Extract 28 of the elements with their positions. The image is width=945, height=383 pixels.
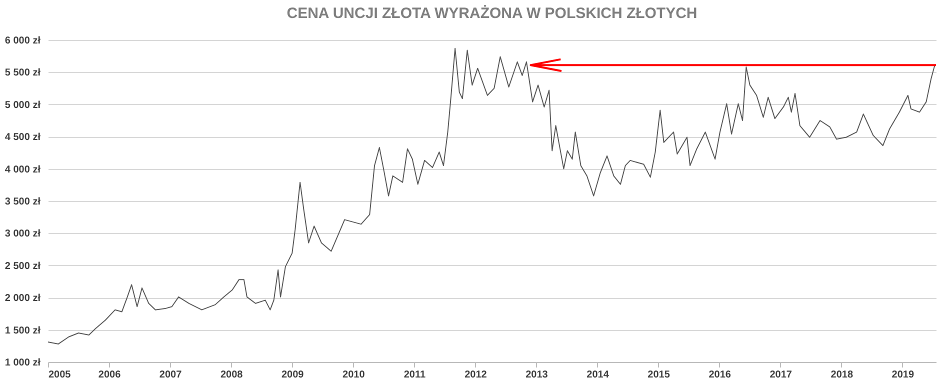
x-tick-label: 2015: [648, 370, 670, 380]
y-tick-label: 4 500 zł: [4, 132, 41, 144]
x-tick-label: 2016: [708, 370, 732, 380]
x-tick-label: 2014: [586, 370, 610, 380]
y-tick-label: 1 000 zł: [4, 358, 41, 368]
x-tick-label: 2005: [48, 370, 72, 380]
x-tick-label: 2017: [770, 370, 792, 380]
y-tick-label: 1 500 zł: [4, 325, 41, 336]
line-series: [48, 48, 936, 344]
y-tick-label: 5 000 zł: [4, 100, 41, 111]
x-tick-label: 2019: [892, 370, 914, 380]
x-tick-label: 2008: [220, 370, 244, 380]
x-tick-label: 2012: [464, 370, 488, 380]
x-tick-label: 2011: [404, 370, 426, 380]
x-tick-label: 2009: [282, 370, 304, 380]
y-tick-label: 2 500 zł: [4, 260, 41, 272]
y-tick-label: 3 000 zł: [4, 228, 41, 240]
x-tick-label: 2018: [830, 370, 854, 380]
chart-title: CENA UNCJI ZŁOTA WYRAŻONA W POLSKICH ZŁOTYCH: [286, 5, 698, 22]
x-tick-label: 2013: [526, 370, 548, 380]
y-tick-label: 4 000 zł: [4, 164, 41, 176]
y-tick-label: 5 500 zł: [4, 68, 41, 79]
y-tick-label: 2 000 zł: [4, 293, 41, 304]
y-tick-label: 3 500 zł: [4, 196, 41, 208]
x-tick-label: 2010: [342, 370, 366, 380]
y-tick-label: 6 000 zł: [4, 36, 41, 46]
x-tick-label: 2007: [159, 370, 182, 380]
x-tick-label: 2006: [98, 370, 122, 380]
